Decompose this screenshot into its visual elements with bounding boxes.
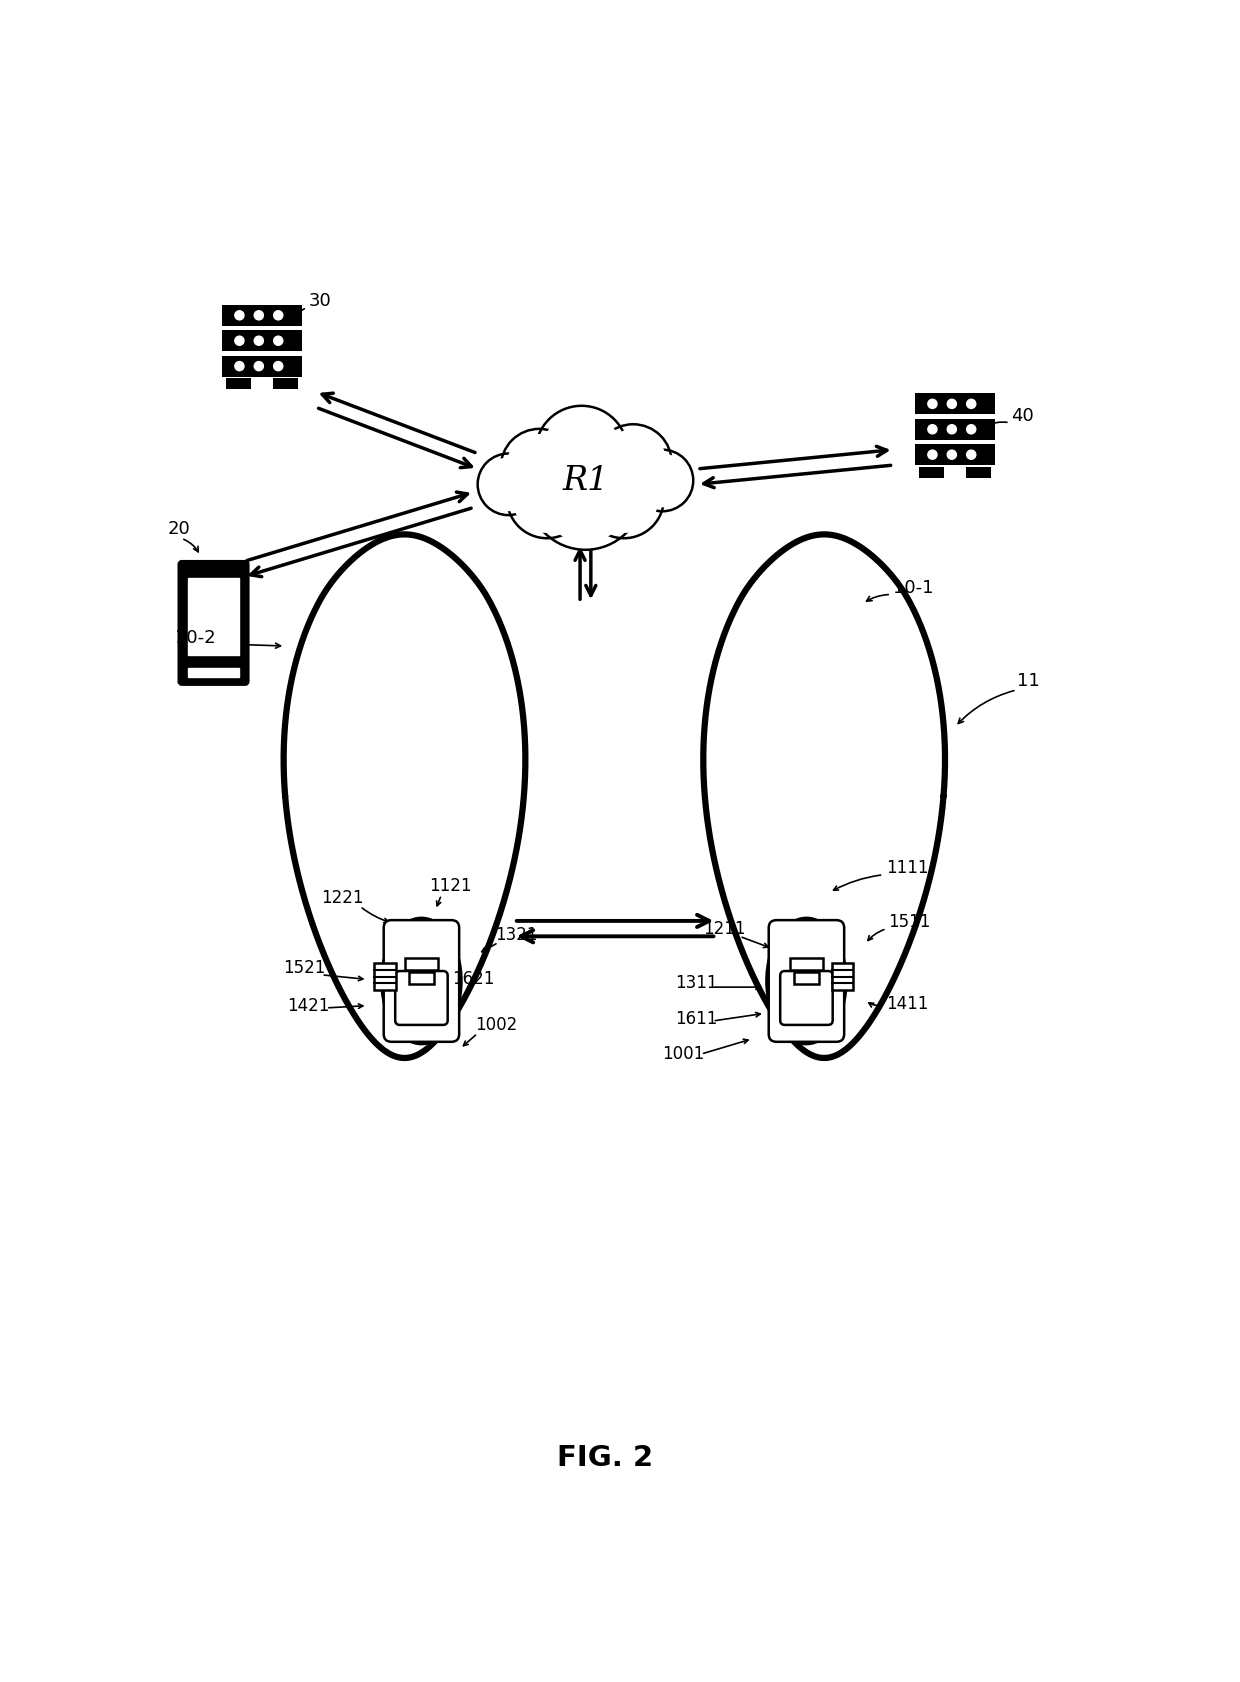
Text: 1211: 1211 bbox=[703, 920, 745, 937]
Text: 1521: 1521 bbox=[283, 959, 325, 976]
Bar bbox=[915, 394, 996, 415]
Bar bbox=[188, 668, 239, 678]
Text: 10-2: 10-2 bbox=[175, 629, 216, 648]
Circle shape bbox=[542, 414, 621, 491]
Text: 1001: 1001 bbox=[662, 1045, 704, 1063]
Circle shape bbox=[274, 336, 283, 346]
Bar bbox=[409, 972, 434, 984]
Bar bbox=[222, 306, 303, 326]
Circle shape bbox=[274, 362, 283, 372]
Text: 1421: 1421 bbox=[288, 997, 330, 1014]
Circle shape bbox=[590, 464, 658, 533]
Text: 30: 30 bbox=[309, 291, 331, 309]
Text: 1321: 1321 bbox=[495, 925, 538, 944]
Ellipse shape bbox=[383, 920, 460, 1043]
Circle shape bbox=[507, 459, 587, 538]
Text: 1221: 1221 bbox=[321, 888, 363, 907]
Circle shape bbox=[482, 459, 534, 511]
Text: 40: 40 bbox=[1012, 407, 1034, 426]
Text: 1411: 1411 bbox=[885, 994, 928, 1013]
Text: 20: 20 bbox=[167, 520, 190, 538]
Bar bbox=[794, 972, 820, 984]
Circle shape bbox=[274, 311, 283, 321]
Circle shape bbox=[513, 464, 582, 533]
Bar bbox=[374, 964, 396, 991]
Circle shape bbox=[600, 431, 666, 496]
Text: 1611: 1611 bbox=[676, 1009, 718, 1028]
Circle shape bbox=[254, 336, 263, 346]
FancyBboxPatch shape bbox=[396, 972, 448, 1026]
Circle shape bbox=[967, 451, 976, 459]
Bar bbox=[188, 579, 239, 656]
Bar bbox=[915, 419, 996, 441]
Circle shape bbox=[501, 429, 578, 506]
Circle shape bbox=[234, 336, 244, 346]
Bar bbox=[832, 964, 853, 991]
Circle shape bbox=[947, 451, 956, 459]
Bar bbox=[252, 378, 273, 390]
Circle shape bbox=[631, 451, 693, 511]
FancyBboxPatch shape bbox=[769, 920, 844, 1043]
Circle shape bbox=[928, 426, 937, 434]
Text: 1621: 1621 bbox=[453, 969, 495, 987]
FancyBboxPatch shape bbox=[383, 920, 459, 1043]
Circle shape bbox=[537, 444, 635, 542]
FancyBboxPatch shape bbox=[179, 562, 248, 685]
Bar bbox=[790, 959, 823, 971]
Text: FIG. 2: FIG. 2 bbox=[557, 1443, 652, 1472]
Text: 1121: 1121 bbox=[429, 876, 471, 895]
Bar bbox=[919, 468, 992, 479]
Text: 10-1: 10-1 bbox=[894, 579, 934, 597]
Circle shape bbox=[636, 456, 688, 508]
Bar bbox=[405, 959, 438, 971]
Circle shape bbox=[506, 436, 572, 501]
Ellipse shape bbox=[768, 920, 844, 1043]
Circle shape bbox=[947, 400, 956, 409]
Text: 1002: 1002 bbox=[475, 1016, 517, 1033]
Text: R1: R1 bbox=[562, 466, 609, 498]
Text: 1311: 1311 bbox=[676, 974, 718, 992]
Circle shape bbox=[584, 459, 663, 538]
Circle shape bbox=[254, 311, 263, 321]
Circle shape bbox=[536, 407, 627, 500]
Circle shape bbox=[928, 451, 937, 459]
Circle shape bbox=[967, 426, 976, 434]
Bar bbox=[222, 357, 303, 377]
Bar bbox=[226, 378, 299, 390]
Text: 1111: 1111 bbox=[885, 858, 929, 876]
Circle shape bbox=[967, 400, 976, 409]
Circle shape bbox=[234, 362, 244, 372]
Circle shape bbox=[947, 426, 956, 434]
Circle shape bbox=[477, 454, 539, 516]
Circle shape bbox=[595, 426, 672, 501]
FancyBboxPatch shape bbox=[780, 972, 833, 1026]
Circle shape bbox=[254, 362, 263, 372]
Bar bbox=[915, 446, 996, 466]
Circle shape bbox=[928, 400, 937, 409]
Text: 1511: 1511 bbox=[888, 912, 930, 930]
Bar bbox=[222, 331, 303, 352]
Circle shape bbox=[234, 311, 244, 321]
Bar bbox=[944, 468, 966, 479]
Text: 11: 11 bbox=[1017, 671, 1039, 690]
Circle shape bbox=[528, 436, 644, 550]
